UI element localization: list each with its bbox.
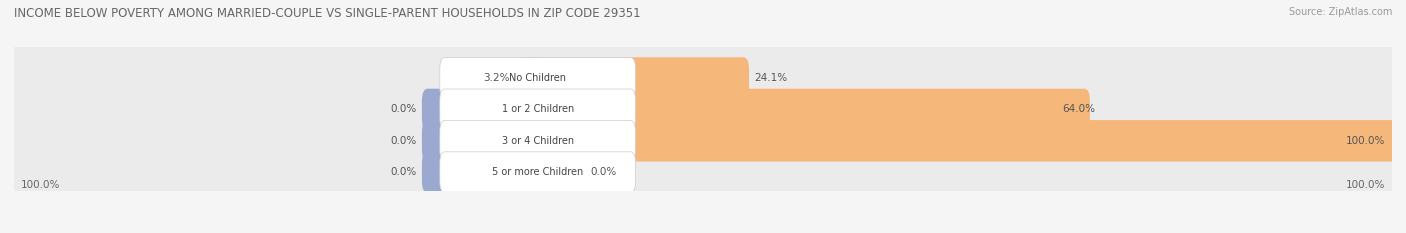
Text: INCOME BELOW POVERTY AMONG MARRIED-COUPLE VS SINGLE-PARENT HOUSEHOLDS IN ZIP COD: INCOME BELOW POVERTY AMONG MARRIED-COUPL… <box>14 7 641 20</box>
FancyBboxPatch shape <box>440 58 636 98</box>
Text: No Children: No Children <box>509 73 567 83</box>
FancyBboxPatch shape <box>531 120 1398 161</box>
FancyBboxPatch shape <box>531 57 749 99</box>
FancyBboxPatch shape <box>516 57 543 99</box>
FancyBboxPatch shape <box>531 89 1090 130</box>
Text: 3 or 4 Children: 3 or 4 Children <box>502 136 574 146</box>
Text: 0.0%: 0.0% <box>389 104 416 114</box>
Text: 64.0%: 64.0% <box>1063 104 1095 114</box>
Text: 100.0%: 100.0% <box>1346 180 1385 190</box>
FancyBboxPatch shape <box>422 89 543 130</box>
Text: 0.0%: 0.0% <box>389 136 416 146</box>
FancyBboxPatch shape <box>440 120 636 161</box>
Text: 0.0%: 0.0% <box>591 167 616 177</box>
FancyBboxPatch shape <box>440 89 636 130</box>
FancyBboxPatch shape <box>422 120 543 161</box>
Text: 24.1%: 24.1% <box>755 73 787 83</box>
Text: 3.2%: 3.2% <box>484 73 510 83</box>
Text: 100.0%: 100.0% <box>21 180 60 190</box>
FancyBboxPatch shape <box>10 71 1396 147</box>
FancyBboxPatch shape <box>531 151 585 193</box>
Text: 0.0%: 0.0% <box>389 167 416 177</box>
FancyBboxPatch shape <box>10 134 1396 210</box>
Text: 1 or 2 Children: 1 or 2 Children <box>502 104 574 114</box>
FancyBboxPatch shape <box>10 103 1396 179</box>
FancyBboxPatch shape <box>440 152 636 193</box>
Text: Source: ZipAtlas.com: Source: ZipAtlas.com <box>1288 7 1392 17</box>
FancyBboxPatch shape <box>422 151 543 193</box>
Text: 5 or more Children: 5 or more Children <box>492 167 583 177</box>
FancyBboxPatch shape <box>10 40 1396 116</box>
Text: 100.0%: 100.0% <box>1346 136 1385 146</box>
